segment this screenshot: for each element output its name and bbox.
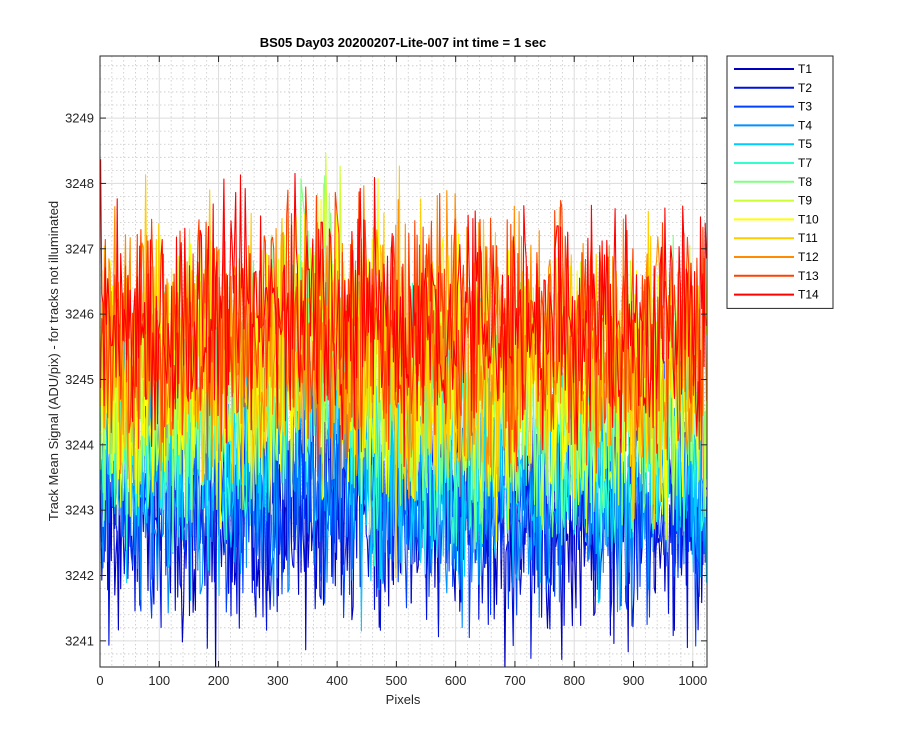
y-tick-label: 3246 [65, 307, 94, 322]
x-tick-label: 500 [386, 673, 408, 688]
x-tick-label: 0 [96, 673, 103, 688]
legend-label-t1: T1 [798, 62, 812, 76]
y-tick-label: 3245 [65, 372, 94, 387]
axis-ticks: 0 100 200 300 400 500 600 700 800 900 1000 3241 3242… [65, 56, 707, 688]
x-tick-label: 600 [445, 673, 467, 688]
plot-series [100, 152, 707, 667]
legend-label-t5: T5 [798, 137, 812, 151]
x-tick-label: 200 [208, 673, 230, 688]
legend-label-t13: T13 [798, 269, 819, 283]
x-tick-label: 300 [267, 673, 289, 688]
legend-label-t2: T2 [798, 81, 812, 95]
y-tick-label: 3244 [65, 437, 94, 452]
x-axis-label: Pixels [386, 692, 421, 707]
chart-title: BS05 Day03 20200207-Lite-007 int time = … [260, 35, 547, 50]
legend: T1 T2 T3 T4 T5 T7 T8 T9 T10 T11 T12 T13 T14 [726, 55, 834, 309]
y-tick-label: 3247 [65, 241, 94, 256]
legend-label-t10: T10 [798, 212, 819, 226]
x-tick-label: 400 [326, 673, 348, 688]
axes-box [99, 55, 708, 668]
legend-label-t4: T4 [798, 118, 812, 132]
x-tick-label: 100 [148, 673, 170, 688]
legend-label-t11: T11 [798, 231, 818, 245]
legend-label-t8: T8 [798, 175, 812, 189]
legend-label-t12: T12 [798, 250, 819, 264]
x-tick-label: 1000 [678, 673, 707, 688]
y-tick-label: 3248 [65, 176, 94, 191]
y-axis-label: Track Mean Signal (ADU/pix) - for tracks… [46, 201, 61, 521]
y-tick-label: 3243 [65, 503, 94, 518]
legend-label-t9: T9 [798, 194, 812, 208]
legend-label-t3: T3 [798, 100, 812, 114]
legend-label-t14: T14 [798, 288, 819, 302]
legend-label-t7: T7 [798, 156, 812, 170]
x-tick-label: 700 [504, 673, 526, 688]
x-tick-label: 800 [563, 673, 585, 688]
x-tick-label: 900 [623, 673, 645, 688]
series-line-t14 [100, 159, 707, 468]
y-tick-label: 3241 [65, 633, 94, 648]
y-tick-label: 3242 [65, 568, 94, 583]
y-tick-label: 3249 [65, 111, 94, 126]
